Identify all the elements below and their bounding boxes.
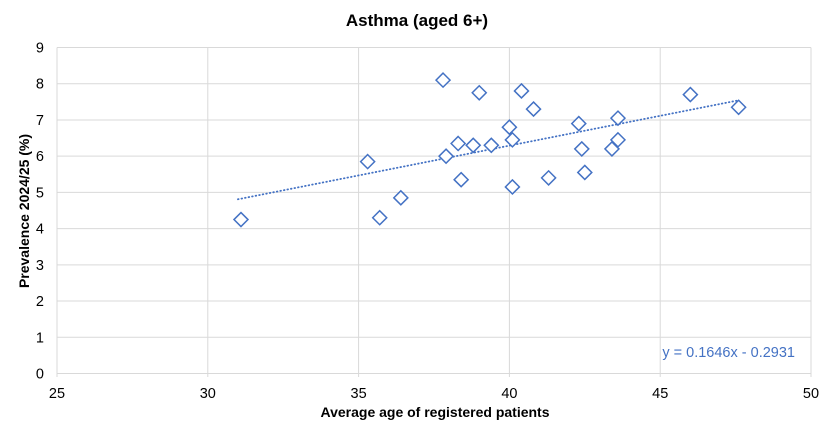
scatter-point <box>392 189 409 206</box>
scatter-point <box>603 140 621 157</box>
scatter-point <box>513 82 530 100</box>
y-tick-label: 9 <box>36 41 44 57</box>
axis-ticks <box>56 373 812 377</box>
y-tick-label: 3 <box>36 258 44 274</box>
x-tick-label: 40 <box>501 386 517 402</box>
scatter-point <box>434 72 452 89</box>
scatter-point <box>483 137 500 154</box>
trendline-equation-label: y = 0.1646x - 0.2931 <box>662 345 795 361</box>
x-tick-label: 30 <box>200 386 216 402</box>
scatter-point <box>504 131 521 148</box>
y-tick-label: 8 <box>36 77 44 93</box>
scatter-point <box>570 115 587 132</box>
scatter-point <box>501 119 518 136</box>
x-tick-label: 45 <box>652 386 668 402</box>
y-tick-label: 4 <box>36 222 44 238</box>
y-tick-label: 7 <box>36 113 44 129</box>
y-tick-label: 1 <box>36 330 44 346</box>
x-tick-label: 35 <box>351 386 367 402</box>
scatter-point <box>359 153 376 170</box>
gridlines <box>56 47 812 374</box>
scatter-point <box>540 169 557 186</box>
y-tick-label: 2 <box>36 294 44 310</box>
y-tick-label: 5 <box>36 185 44 201</box>
scatter-point <box>576 164 593 181</box>
scatter-point <box>730 99 747 116</box>
scatter-point <box>450 135 467 152</box>
data-points <box>232 72 747 228</box>
y-tick-label: 0 <box>36 367 44 383</box>
scatter-point <box>682 86 699 103</box>
chart-title: Asthma (aged 6+) <box>345 11 489 30</box>
scatter-point <box>471 84 488 101</box>
x-tick-label: 25 <box>49 386 65 402</box>
x-tick-label: 50 <box>803 386 819 402</box>
scatter-point <box>453 171 470 188</box>
scatter-point <box>525 101 542 118</box>
scatter-point <box>438 148 455 165</box>
scatter-point <box>609 131 627 148</box>
scatter-point <box>232 211 250 228</box>
scatter-point <box>609 110 627 127</box>
scatter-point <box>465 137 482 154</box>
y-tick-label: 6 <box>36 149 44 165</box>
x-axis-title: Average age of registered patients <box>320 404 550 420</box>
scatter-point <box>371 209 388 226</box>
scatter-point <box>573 140 590 157</box>
scatter-point <box>504 178 521 196</box>
